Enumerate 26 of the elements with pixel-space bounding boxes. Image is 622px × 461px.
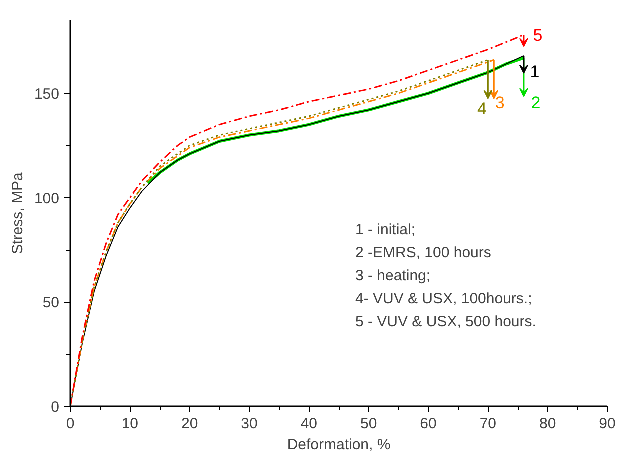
annotation: 2 -EMRS, 100 hours: [356, 244, 492, 262]
annotation: 4- VUV & USX, 100hours.;: [356, 290, 532, 308]
legend-label: 3: [495, 94, 505, 113]
x-tick-label: 70: [480, 416, 497, 432]
annotation: 3 - heating;: [356, 268, 431, 284]
legend-label: 5: [533, 26, 543, 46]
x-tick-label: 20: [181, 416, 198, 432]
annotation: 1 - initial;: [356, 222, 416, 238]
x-tick-label: 0: [66, 416, 75, 432]
y-tick-label: 50: [42, 294, 60, 312]
y-tick-label: 100: [34, 190, 60, 208]
x-tick-label: 10: [122, 416, 139, 432]
annotation: 5 - VUV & USX, 500 hours.: [356, 314, 536, 330]
x-tick-label: 30: [241, 416, 258, 432]
legend-label: 1: [530, 62, 540, 82]
x-tick-label: 60: [420, 416, 437, 432]
y-axis-title: Stress, MPa: [9, 172, 26, 254]
x-tick-label: 50: [360, 416, 378, 432]
x-tick-label: 40: [300, 416, 318, 432]
y-tick-label: 150: [34, 86, 60, 104]
x-tick-label: 80: [539, 416, 556, 432]
y-tick-label: 0: [51, 399, 60, 416]
x-tick-label: 90: [599, 416, 616, 432]
series-label: 4: [477, 100, 487, 119]
x-axis-title: Deformation, %: [287, 436, 391, 454]
legend-label: 2: [531, 94, 541, 113]
